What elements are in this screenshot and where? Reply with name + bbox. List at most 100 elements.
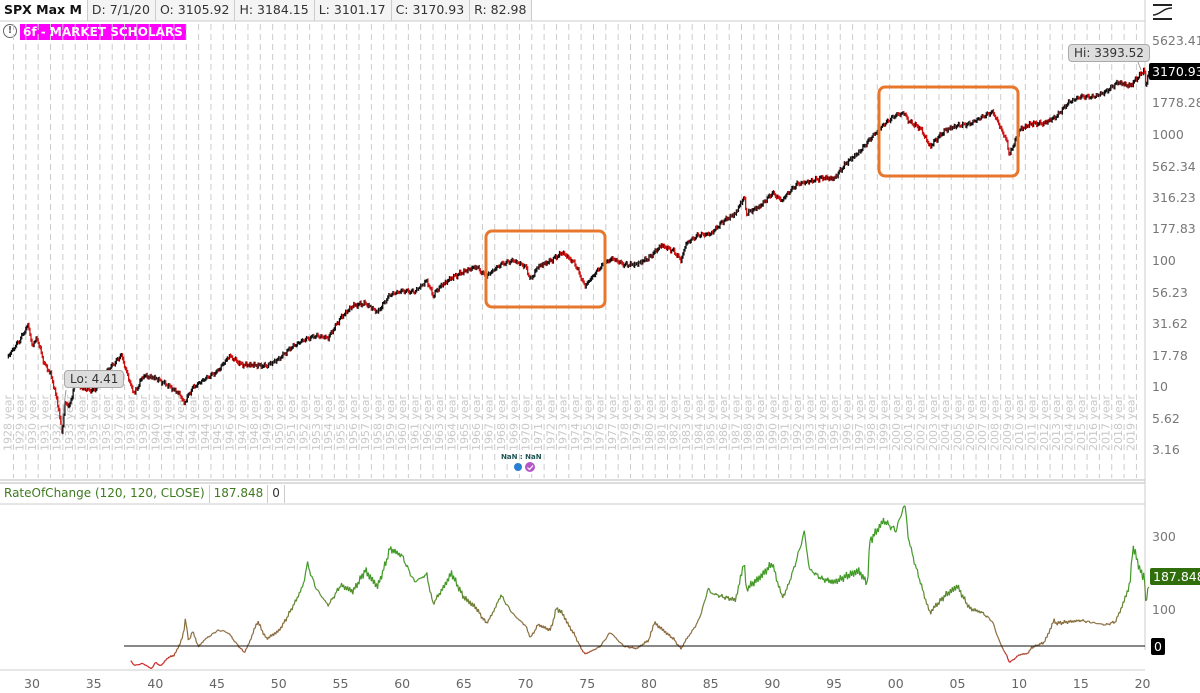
roc-segment (901, 508, 904, 514)
close-label: C: 3170.93 (391, 0, 471, 21)
roc-segment (415, 580, 417, 583)
roc-segment (925, 598, 928, 605)
roc-segment (257, 620, 260, 626)
roc-segment (918, 578, 922, 585)
year-label: 2001 year (902, 394, 915, 451)
year-label: 1945 year (211, 394, 224, 451)
roc-segment (696, 619, 699, 623)
roc-segment (500, 594, 503, 598)
roc-segment (175, 648, 178, 653)
symbol-label[interactable]: SPX Max M (0, 0, 88, 21)
roc-segment (311, 575, 314, 579)
hi-label: Hi: 3393.52 (1068, 44, 1150, 62)
roc-segment (200, 642, 203, 645)
roc-segment (417, 578, 420, 581)
roc-segment (196, 642, 198, 645)
roc-segment (797, 549, 800, 553)
roc-segment (709, 589, 712, 594)
price-tick: 56.23 (1152, 284, 1188, 300)
roc-segment (322, 597, 325, 601)
year-label: 1981 year (655, 394, 668, 451)
roc-segment (134, 664, 137, 666)
roc-segment (186, 630, 189, 641)
year-label: 1969 year (507, 394, 520, 451)
roc-segment (508, 607, 511, 611)
year-label: 1956 year (347, 394, 360, 451)
roc-segment (565, 617, 568, 624)
roc-segment (182, 629, 185, 633)
roc-segment (613, 635, 616, 638)
roc-segment (607, 633, 610, 636)
roc-segment (301, 582, 305, 588)
roc-segment (507, 605, 510, 608)
roc-segment (1100, 623, 1102, 625)
price-tick: 31.62 (1152, 316, 1188, 331)
roc-title[interactable]: RateOfChange (120, 120, CLOSE) (0, 485, 210, 503)
year-label: 1929 year (14, 394, 27, 451)
roc-segment (281, 622, 284, 629)
year-label: 2018 year (1112, 394, 1125, 451)
year-label: 1936 year (100, 394, 113, 451)
roc-segment (407, 568, 410, 572)
roc-segment (226, 632, 229, 635)
roc-segment (177, 644, 180, 649)
roc-segment (922, 589, 925, 592)
roc-segment (549, 624, 552, 631)
roc-segment (1123, 595, 1126, 603)
roc-segment (675, 640, 678, 645)
roc-segment (1121, 601, 1124, 608)
roc-segment (908, 540, 911, 547)
time-tick: 30 (24, 676, 40, 691)
alert-icon[interactable]: ! (3, 24, 17, 38)
roc-segment (431, 599, 434, 603)
roc-segment (586, 651, 589, 654)
roc-segment (911, 553, 914, 558)
roc-segment (649, 631, 652, 638)
roc-segment (702, 601, 706, 605)
roc-segment (683, 641, 686, 644)
roc-segment (795, 558, 798, 563)
roc-segment (533, 629, 536, 634)
event-info-icon[interactable] (514, 463, 522, 471)
chart-style-icon[interactable] (1152, 4, 1173, 20)
time-tick: 00 (887, 676, 904, 691)
roc-segment (297, 591, 300, 598)
roc-segment (647, 638, 650, 643)
roc-segment (230, 635, 232, 637)
roc-segment (1107, 623, 1109, 625)
year-label: 1953 year (310, 394, 323, 451)
roc-segment (132, 663, 135, 666)
roc-segment (318, 591, 321, 595)
roc-segment (1130, 556, 1133, 564)
roc-segment (705, 589, 709, 596)
year-label: 1975 year (581, 394, 594, 451)
roc-segment (317, 589, 320, 592)
roc-segment (616, 639, 619, 641)
roc-segment (314, 585, 317, 589)
roc-segment (1004, 651, 1007, 655)
year-label: 1985 year (705, 394, 718, 451)
roc-segment (1048, 628, 1051, 634)
roc-segment (798, 547, 801, 551)
roc-segment (1091, 621, 1094, 624)
roc-segment (1146, 588, 1149, 600)
year-label: 1993 year (803, 394, 816, 451)
year-label: 1950 year (273, 394, 286, 451)
roc-segment (796, 551, 799, 559)
roc-segment (648, 636, 651, 640)
year-label: 2004 year (939, 394, 952, 451)
roc-segment (192, 632, 196, 637)
event-check-icon[interactable] (525, 462, 535, 472)
roc-segment (604, 638, 607, 641)
roc-segment (259, 624, 262, 631)
roc-segment (784, 589, 787, 596)
roc-segment (455, 577, 458, 587)
roc-segment (1088, 620, 1091, 624)
roc-segment (695, 622, 698, 625)
roc-segment (927, 604, 930, 611)
roc-segment (320, 595, 323, 598)
roc-segment (580, 648, 583, 651)
roc-segment (996, 633, 999, 637)
year-label: 1974 year (569, 394, 582, 451)
